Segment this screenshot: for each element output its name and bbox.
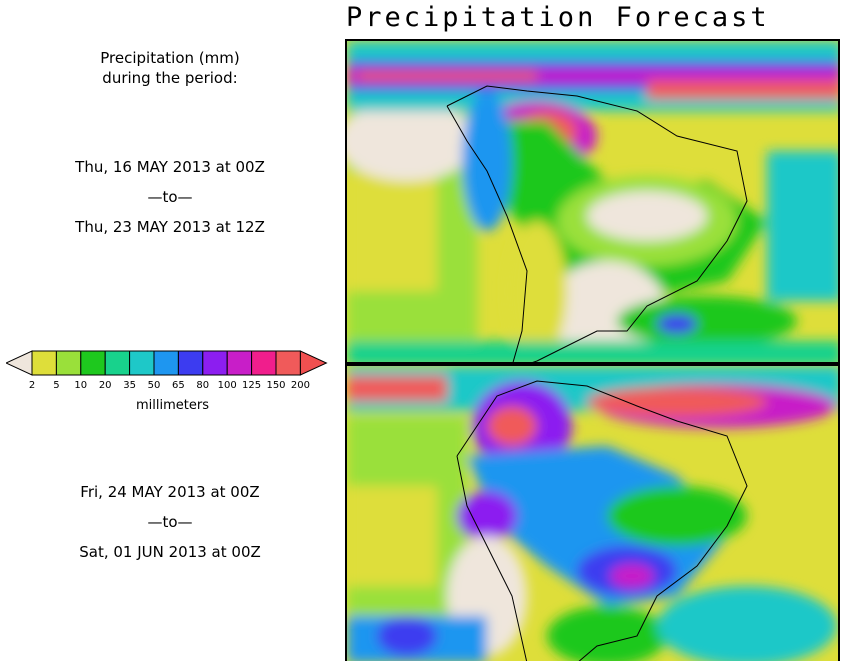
period1-end: Thu, 23 MAY 2013 at 12Z bbox=[75, 218, 265, 236]
color-scale-arrow-left bbox=[6, 350, 33, 376]
color-scale-tick-label: 150 bbox=[266, 380, 286, 391]
legend-heading-line2: during the period: bbox=[102, 69, 238, 87]
period1-label: Thu, 16 MAY 2013 at 00Z —to— Thu, 23 MAY… bbox=[5, 152, 335, 242]
color-scale-box bbox=[104, 350, 131, 376]
color-scale-box bbox=[55, 350, 82, 376]
color-scale-tick-label: 80 bbox=[196, 380, 210, 391]
color-scale-box bbox=[153, 350, 179, 376]
period2-end: Sat, 01 JUN 2013 at 00Z bbox=[79, 543, 261, 561]
color-scale-box bbox=[251, 350, 277, 376]
color-scale-tick-label: 125 bbox=[242, 380, 262, 391]
color-scale-arrow-right bbox=[299, 350, 328, 376]
period1-separator: —to— bbox=[147, 188, 193, 206]
color-scale-tick-label: 50 bbox=[147, 380, 161, 391]
chart-title: Precipitation Forecast bbox=[346, 2, 770, 33]
period1-start: Thu, 16 MAY 2013 at 00Z bbox=[75, 158, 265, 176]
color-scale-units: millimeters bbox=[136, 398, 209, 413]
color-scale-tick-label: 10 bbox=[74, 380, 88, 391]
color-scale-tick-label: 200 bbox=[290, 380, 310, 391]
legend-heading: Precipitation (mm) during the period: bbox=[5, 48, 335, 88]
color-scale bbox=[6, 350, 328, 376]
color-scale-tick-label: 20 bbox=[98, 380, 112, 391]
precip-map-period2 bbox=[345, 364, 840, 661]
color-scale-box bbox=[129, 350, 155, 376]
color-scale-tick-label: 35 bbox=[123, 380, 136, 391]
period2-separator: —to— bbox=[147, 513, 193, 531]
period2-start: Fri, 24 MAY 2013 at 00Z bbox=[80, 483, 260, 501]
color-scale-tick-label: 65 bbox=[172, 380, 185, 391]
color-scale-box bbox=[80, 350, 106, 376]
legend-heading-line1: Precipitation (mm) bbox=[100, 49, 240, 67]
color-scale-tick-label: 2 bbox=[28, 380, 36, 391]
period2-label: Fri, 24 MAY 2013 at 00Z —to— Sat, 01 JUN… bbox=[5, 477, 335, 567]
color-scale-tick-label: 5 bbox=[53, 380, 60, 391]
color-scale-box bbox=[202, 350, 228, 376]
color-scale-tick-label: 100 bbox=[217, 380, 237, 391]
color-scale-box bbox=[275, 350, 301, 376]
color-scale-box bbox=[177, 350, 204, 376]
color-scale-box bbox=[31, 350, 57, 376]
precip-map-period1 bbox=[345, 39, 840, 364]
color-scale-box bbox=[226, 350, 253, 376]
